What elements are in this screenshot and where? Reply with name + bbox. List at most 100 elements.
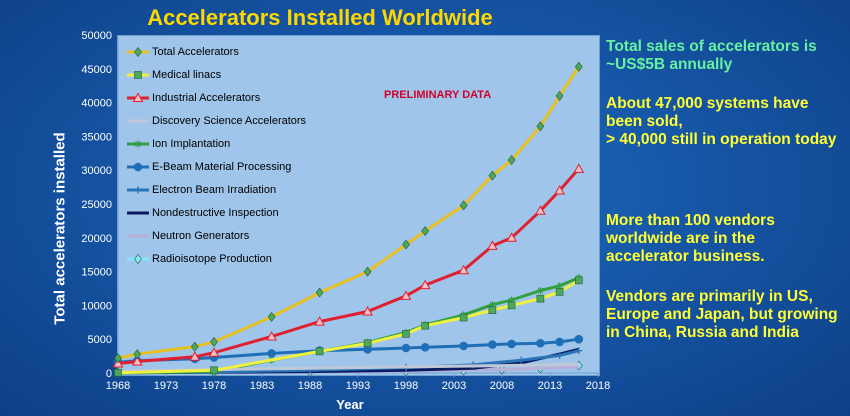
chart-title: Accelerators Installed Worldwide (147, 5, 493, 30)
y-tick-label: 35000 (81, 131, 112, 143)
data-point-medical-linacs (574, 276, 583, 285)
data-point-medical-linacs (114, 368, 122, 377)
legend-label: Medical linacs (152, 68, 222, 81)
x-tick-label: 2003 (442, 380, 466, 392)
data-point-industrial-accelerators (362, 305, 373, 316)
data-point-total-accelerators (190, 341, 199, 352)
legend-label: Ion Implantation (152, 137, 231, 150)
x-tick-label: 1968 (106, 380, 130, 392)
legend-swatch-e-beam-material-processing (127, 162, 149, 171)
legend-item-radioisotope-production: Radioisotope Production (126, 247, 326, 270)
data-point-medical-linacs (555, 288, 564, 296)
data-point-e-beam-material-processing (488, 340, 497, 349)
data-point-e-beam-material-processing (507, 339, 516, 349)
data-point-industrial-accelerators (419, 279, 431, 290)
legend-item-discovery-science-accelerators: Discovery Science Accelerators (126, 109, 326, 132)
y-tick-label: 20000 (81, 233, 112, 245)
legend-marker-radioisotope-production (134, 253, 142, 264)
data-point-total-accelerators (459, 200, 468, 211)
data-point-e-beam-material-processing (420, 343, 430, 352)
x-tick-label: 2018 (586, 380, 610, 392)
data-point-medical-linacs (536, 294, 545, 303)
data-point-industrial-accelerators (314, 316, 325, 326)
x-tick-label: 1993 (346, 380, 370, 392)
data-point-total-accelerators (133, 349, 142, 360)
data-point-e-beam-material-processing (574, 334, 584, 344)
data-point-medical-linacs (315, 347, 324, 356)
data-point-total-accelerators (488, 170, 497, 181)
data-point-medical-linacs (421, 321, 430, 330)
legend-swatch-discovery-science-accelerators (127, 119, 149, 122)
y-tick-label: 15000 (81, 267, 112, 279)
legend-swatch-electron-beam-irradiation (127, 186, 149, 193)
legend-label: Nondestructive Inspection (152, 206, 279, 219)
data-point-ion-implantation (556, 282, 563, 289)
legend-item-medical-linacs: Medical linacs (126, 63, 326, 86)
legend-item-e-beam-material-processing: E-Beam Material Processing (126, 155, 326, 178)
sales-note: Total sales of accelerators is ~US$5B an… (606, 38, 817, 73)
x-tick-label: 1988 (298, 380, 322, 392)
legend-label: Neutron Generators (152, 229, 250, 242)
y-tick-label: 50000 (81, 30, 112, 42)
legend-item-electron-beam-irradiation: Electron Beam Irradiation (126, 178, 326, 201)
data-point-total-accelerators (421, 226, 430, 237)
data-point-total-accelerators (507, 155, 516, 166)
data-point-industrial-accelerators (131, 355, 143, 366)
data-point-ion-implantation (537, 287, 544, 294)
data-point-industrial-accelerators (487, 240, 498, 250)
data-point-industrial-accelerators (554, 184, 565, 195)
vendor-regions-note: Vendors are primarily in US, Europe and … (606, 288, 838, 341)
data-point-industrial-accelerators (573, 163, 585, 173)
data-point-e-beam-material-processing (363, 345, 372, 354)
data-point-medical-linacs (402, 329, 410, 338)
data-point-industrial-accelerators (506, 232, 517, 242)
preliminary-data-note: PRELIMINARY DATA (384, 89, 492, 101)
x-axis-label: Year (336, 397, 364, 412)
data-point-total-accelerators (267, 311, 276, 322)
systems-sold-note: About 47,000 systems have been sold, > 4… (606, 95, 837, 148)
legend-item-total-accelerators: Total Accelerators (126, 40, 326, 63)
y-tick-label: 45000 (81, 64, 112, 76)
legend-marker-total-accelerators (134, 46, 142, 57)
data-point-total-accelerators (574, 61, 583, 72)
data-point-e-beam-material-processing (555, 337, 564, 347)
plot-area (117, 35, 600, 376)
legend-label: Discovery Science Accelerators (152, 114, 307, 127)
legend-label: Total Accelerators (152, 45, 239, 58)
legend-marker-e-beam-material-processing (133, 162, 143, 171)
data-point-industrial-accelerators (458, 264, 469, 275)
y-tick-label: 25000 (81, 199, 112, 211)
data-point-medical-linacs (507, 301, 516, 310)
legend-label: E-Beam Material Processing (152, 160, 292, 173)
legend-swatch-industrial-accelerators (127, 91, 149, 102)
chart-legend: Total Accelerators Medical linacs Industri… (126, 40, 326, 270)
data-point-medical-linacs (488, 306, 497, 314)
y-axis-label: Total accelerators installed (51, 132, 69, 325)
legend-swatch-ion-implantation (127, 140, 149, 147)
y-tick-label: 0 (106, 368, 112, 380)
data-point-medical-linacs (459, 313, 468, 322)
legend-item-ion-implantation: Ion Implantation (126, 132, 326, 155)
legend-label: Electron Beam Irradiation (152, 183, 277, 196)
legend-marker-ion-implantation (135, 140, 141, 147)
data-point-total-accelerators (210, 336, 218, 347)
data-point-total-accelerators (363, 266, 372, 277)
legend-swatch-neutron-generators (127, 234, 149, 237)
data-point-total-accelerators (555, 90, 564, 101)
data-point-industrial-accelerators (208, 347, 220, 357)
data-point-medical-linacs (363, 339, 372, 348)
y-tick-label: 30000 (81, 165, 112, 177)
legend-item-neutron-generators: Neutron Generators (126, 224, 326, 247)
legend-swatch-medical-linacs (127, 70, 149, 79)
data-point-total-accelerators (402, 239, 410, 250)
x-tick-label: 1973 (154, 380, 178, 392)
legend-label: Industrial Accelerators (152, 91, 261, 104)
data-point-total-accelerators (114, 353, 122, 364)
data-point-industrial-accelerators (189, 351, 201, 361)
data-point-industrial-accelerators (535, 205, 546, 215)
legend-label: Radioisotope Production (152, 252, 272, 265)
data-point-total-accelerators (536, 121, 545, 132)
y-tick-label: 40000 (81, 98, 112, 110)
y-tick-label: 10000 (81, 300, 112, 312)
